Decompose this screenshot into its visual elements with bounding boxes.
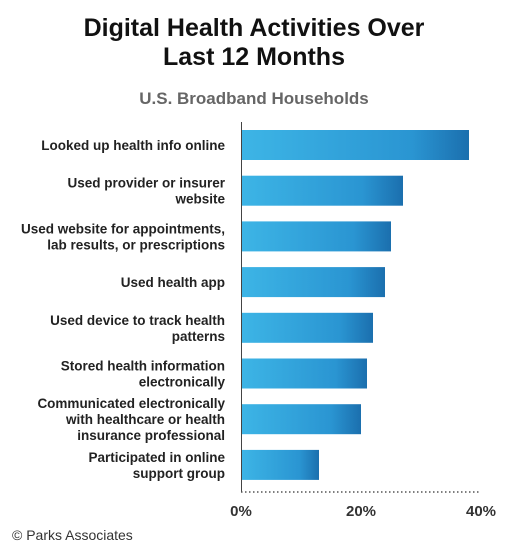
bar-7 — [241, 449, 319, 480]
category-label-3-line-0: Used health app — [121, 275, 225, 290]
category-label-6-line-0: Communicated electronically — [37, 396, 225, 411]
bar-3 — [241, 267, 385, 298]
category-label-4-line-0: Used device to track health — [50, 313, 225, 328]
category-label-2: Used website for appointments, lab result… — [21, 221, 225, 252]
category-label-1: Used provider or insurer website — [67, 176, 225, 207]
bar-4 — [241, 312, 373, 343]
category-label-6-line-1: with healthcare or health — [65, 412, 225, 427]
category-label-5: Stored health information electronically — [61, 359, 226, 390]
category-label-6-line-2: insurance professional — [77, 428, 225, 443]
category-label-1-line-0: Used provider or insurer — [67, 176, 225, 191]
category-label-1-line-1: website — [174, 192, 225, 207]
category-label-4: Used device to track health patterns — [50, 313, 225, 344]
bar-1 — [241, 175, 403, 206]
x-tick-label-0: 0% — [230, 503, 252, 520]
bar-2 — [241, 221, 391, 252]
category-label-7-line-1: support group — [133, 466, 225, 481]
bar-5 — [241, 358, 367, 389]
bar-6 — [241, 404, 361, 435]
source-credit: © Parks Associates — [12, 527, 133, 543]
x-tick-label-2: 40% — [466, 503, 496, 520]
category-label-5-line-0: Stored health information — [61, 359, 225, 374]
category-label-2-line-0: Used website for appointments, — [21, 221, 225, 236]
category-label-2-line-1: lab results, or prescriptions — [47, 237, 225, 252]
bar-0 — [241, 130, 469, 160]
category-label-3: Used health app — [121, 275, 225, 290]
x-tick-label-1: 20% — [346, 503, 376, 520]
chart-title-line-2: Last 12 Months — [163, 43, 345, 71]
category-label-5-line-1: electronically — [139, 375, 226, 390]
category-label-7: Participated in online support group — [88, 450, 225, 481]
chart-title: Digital Health Activities Over Last 12 M… — [0, 14, 508, 72]
category-label-6: Communicated electronically with healthca… — [37, 396, 225, 443]
category-label-4-line-1: patterns — [172, 329, 225, 344]
category-label-0: Looked up health info online — [41, 138, 225, 153]
chart-subtitle: U.S. Broadband Households — [139, 89, 369, 108]
category-label-0-line-0: Looked up health info online — [41, 138, 225, 153]
category-label-7-line-0: Participated in online — [88, 450, 225, 465]
chart-title-line-1: Digital Health Activities Over — [83, 14, 425, 42]
